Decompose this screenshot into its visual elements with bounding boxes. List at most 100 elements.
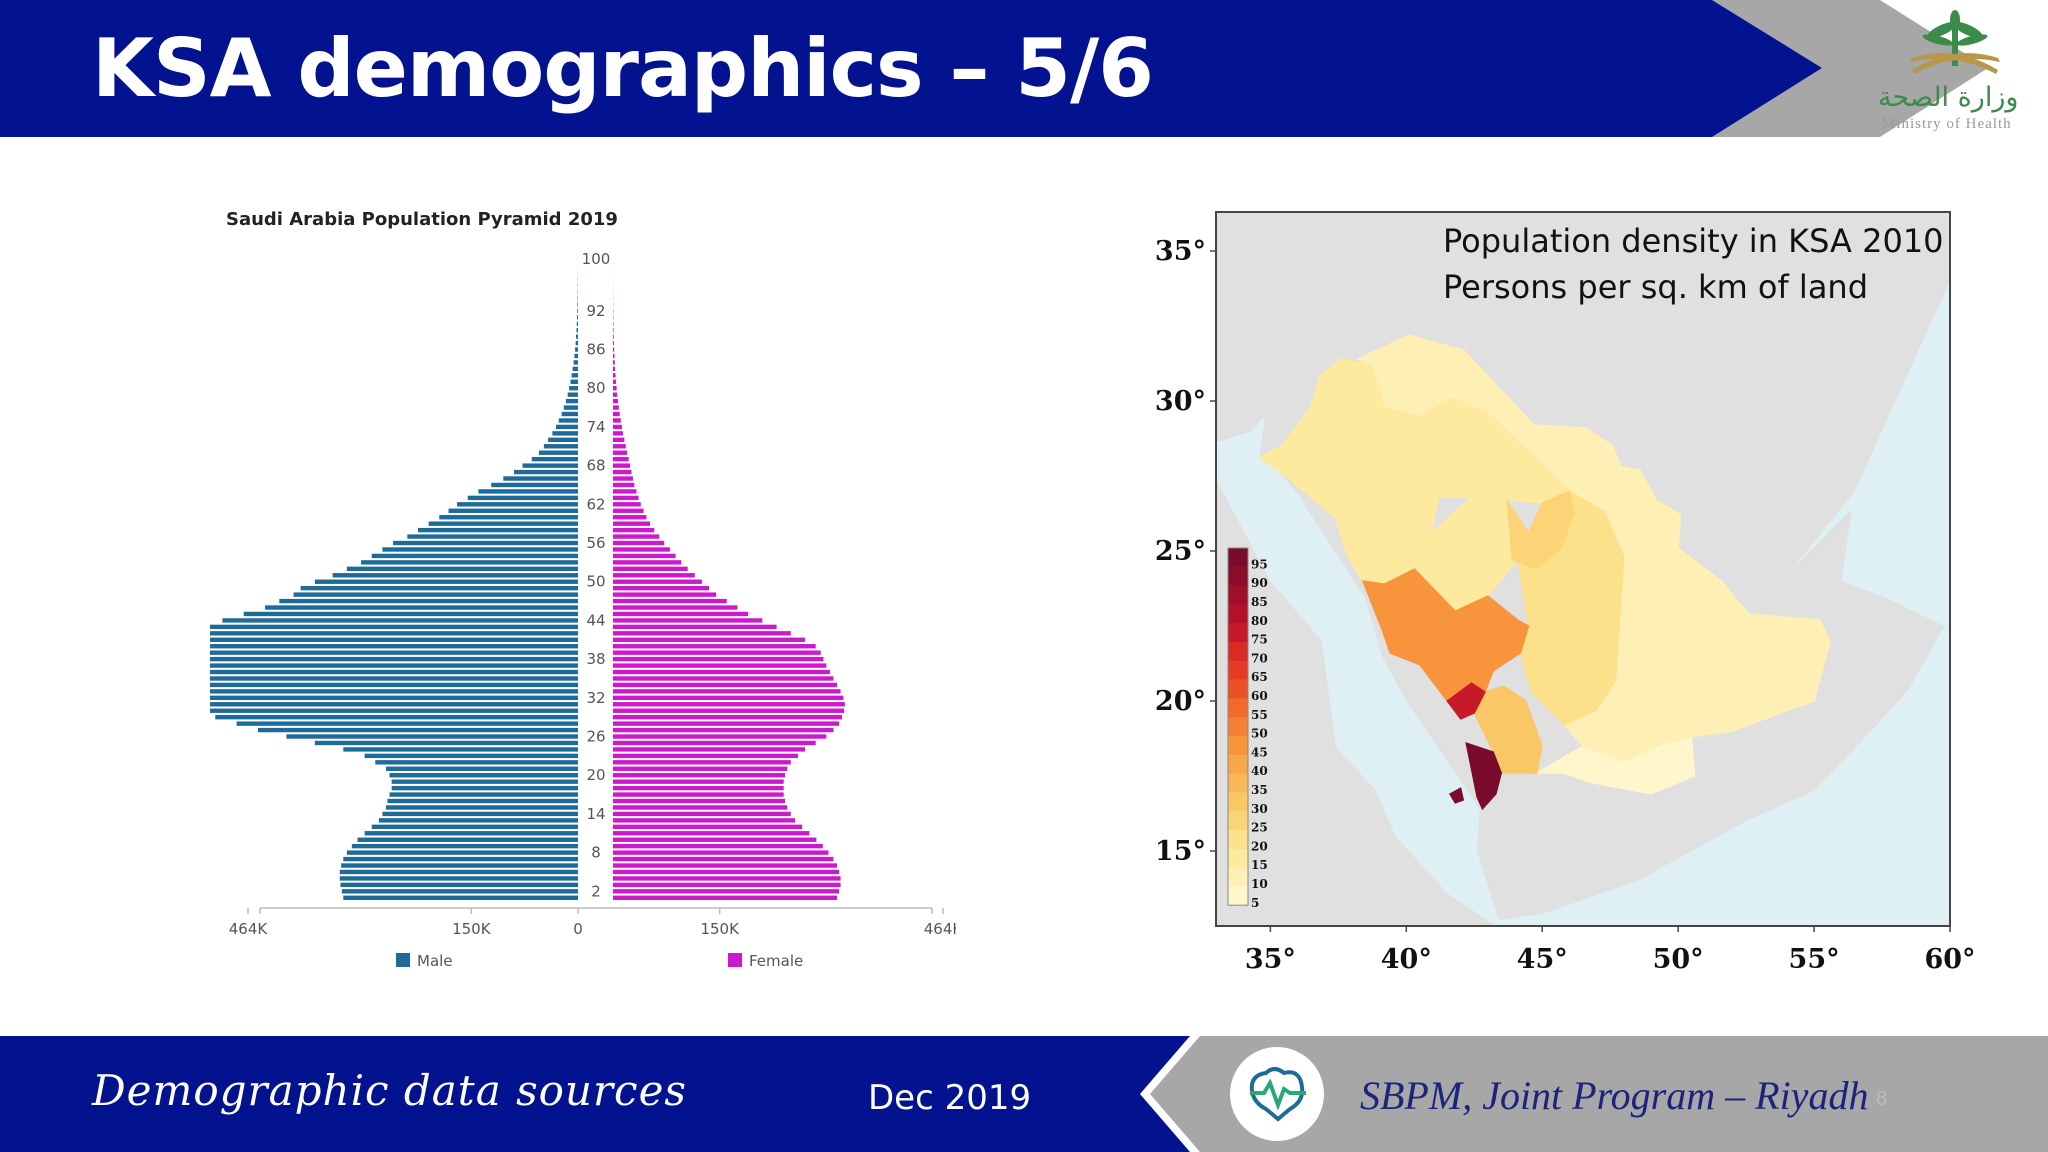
male-bar xyxy=(210,669,578,675)
colorbar-cell xyxy=(1228,773,1248,793)
female-bar xyxy=(613,747,806,752)
age-tick-label: 74 xyxy=(586,418,605,436)
longitude-tick-label: 50° xyxy=(1653,944,1704,975)
female-bar xyxy=(613,689,841,694)
longitude-tick-label: 60° xyxy=(1924,944,1975,975)
female-bar xyxy=(613,818,796,823)
female-bar xyxy=(613,360,615,365)
male-bar xyxy=(572,366,578,372)
region-polygon xyxy=(1465,742,1503,811)
male-bar xyxy=(503,476,578,481)
age-tick-label: 20 xyxy=(586,766,605,784)
female-bar xyxy=(613,585,710,591)
colorbar-cell xyxy=(1228,623,1248,643)
footer-right-text: SBPM, Joint Program – Riyadh xyxy=(1360,1073,1869,1118)
male-bar xyxy=(513,469,578,475)
region-polygon xyxy=(1446,682,1486,720)
female-bar xyxy=(613,766,788,771)
header-gray-chevron xyxy=(1712,0,1988,137)
male-bar xyxy=(393,540,578,546)
male-bar xyxy=(389,773,578,778)
male-bar xyxy=(576,327,578,333)
male-bar xyxy=(478,489,578,494)
female-bar xyxy=(613,669,830,675)
male-bar xyxy=(577,315,578,320)
male-bar xyxy=(210,637,579,642)
male-bar xyxy=(257,727,578,733)
male-bar xyxy=(346,850,578,855)
colorbar-tick-label: 25 xyxy=(1251,821,1268,835)
male-bar xyxy=(341,863,578,868)
male-bar xyxy=(346,566,578,572)
male-bar xyxy=(448,508,578,513)
colorbar-tick-label: 95 xyxy=(1251,557,1268,571)
male-bar xyxy=(210,631,578,636)
age-tick-label: 68 xyxy=(586,457,605,475)
male-bar xyxy=(522,463,578,468)
female-bar xyxy=(613,760,791,765)
male-bar xyxy=(387,798,578,804)
longitude-tick-label: 40° xyxy=(1381,944,1432,975)
female-bar xyxy=(613,605,738,610)
female-bar xyxy=(613,773,786,778)
male-bar xyxy=(571,373,578,378)
male-bar xyxy=(407,534,578,539)
female-bar xyxy=(613,547,670,552)
male-bar xyxy=(457,502,578,507)
female-bar xyxy=(613,663,827,668)
age-tick-label: 56 xyxy=(586,534,605,552)
colorbar-cell xyxy=(1228,585,1248,605)
female-bar xyxy=(613,560,682,565)
colorbar-tick-label: 15 xyxy=(1251,858,1268,872)
female-bar xyxy=(613,489,637,494)
age-tick-label: 8 xyxy=(591,844,601,862)
male-bar xyxy=(332,573,578,578)
male-bar xyxy=(428,521,578,526)
slide-title: KSA demographics – 5/6 xyxy=(92,22,1154,115)
colorbar-tick-label: 5 xyxy=(1251,896,1259,910)
female-bar xyxy=(613,656,824,662)
male-bar xyxy=(567,392,578,397)
male-bar xyxy=(300,585,578,591)
region-polygon xyxy=(1448,787,1465,804)
female-bar xyxy=(613,631,791,636)
legend-label-female: Female xyxy=(749,952,803,970)
logo-arabic-text: وزارة الصحة xyxy=(1878,82,2019,113)
legend-swatch-male xyxy=(396,953,410,967)
female-bar xyxy=(613,753,798,759)
male-bar xyxy=(351,843,578,849)
age-tick-label: 50 xyxy=(586,573,605,591)
female-bar xyxy=(613,353,615,359)
colorbar-tick-label: 10 xyxy=(1251,877,1268,891)
colorbar-cell xyxy=(1228,566,1248,586)
male-bar xyxy=(314,740,578,746)
female-bar xyxy=(613,598,727,604)
male-bar xyxy=(343,895,578,900)
female-bar xyxy=(613,637,806,642)
male-bar xyxy=(385,805,578,810)
female-bar xyxy=(613,592,717,597)
male-bar xyxy=(371,553,578,559)
male-bar xyxy=(382,547,578,552)
legend-label-male: Male xyxy=(417,952,453,970)
colorbar-cell xyxy=(1228,642,1248,662)
male-bar xyxy=(558,418,578,423)
female-bar xyxy=(613,327,614,333)
male-bar xyxy=(265,605,578,610)
female-bar xyxy=(613,456,629,462)
male-bar xyxy=(210,624,578,630)
female-bar xyxy=(613,779,784,784)
colorbar-cell xyxy=(1228,830,1248,850)
age-tick-label: 26 xyxy=(586,728,605,746)
colorbar-tick-label: 40 xyxy=(1251,764,1268,778)
male-bar xyxy=(552,431,578,436)
male-bar xyxy=(576,321,578,326)
colorbar-tick-label: 45 xyxy=(1251,745,1268,759)
male-bar xyxy=(210,708,578,713)
colorbar-cell xyxy=(1228,679,1248,699)
age-tick-label: 62 xyxy=(586,495,605,513)
female-bar xyxy=(613,727,834,733)
male-bar xyxy=(371,824,578,830)
male-bar xyxy=(548,437,578,443)
population-tick-label: 0 xyxy=(573,920,583,938)
